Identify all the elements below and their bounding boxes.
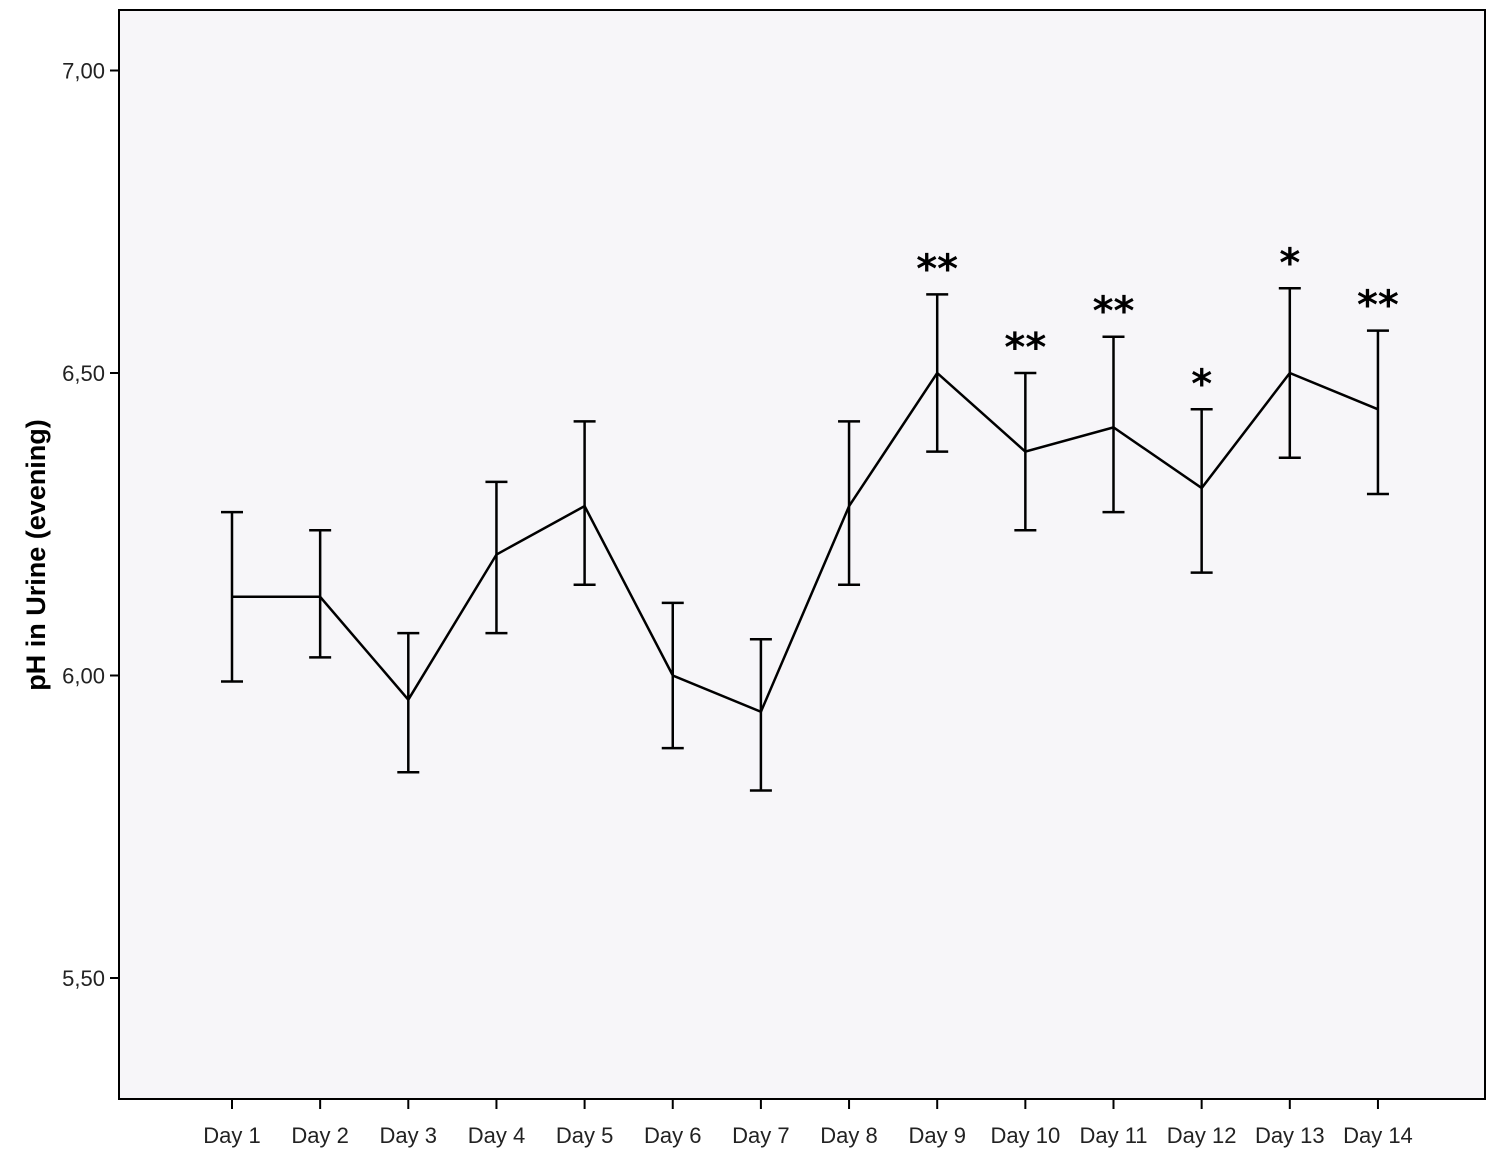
significance-marker: * xyxy=(1279,240,1300,286)
x-tick-label: Day 11 xyxy=(1079,1123,1147,1148)
x-tick-label: Day 7 xyxy=(732,1123,789,1148)
series-line xyxy=(232,371,1379,714)
x-axis: Day 1 Day 2 Day 3 Day 4 Day 5 Day 6 Day 7 Day 8… xyxy=(203,1099,1413,1148)
x-tick-label: Day 10 xyxy=(990,1123,1060,1148)
y-axis-label: pH in Urine (evening) xyxy=(21,419,51,691)
significance-marker: * xyxy=(1191,361,1212,407)
x-tick-label: Day 3 xyxy=(380,1123,437,1148)
y-tick-label: 7,00 xyxy=(62,59,105,84)
significance-annotations: ********** xyxy=(916,240,1399,407)
x-tick-label: Day 6 xyxy=(644,1123,701,1148)
significance-marker: ** xyxy=(1093,289,1135,335)
significance-marker: ** xyxy=(1357,283,1399,329)
y-tick-label: 6,50 xyxy=(62,361,105,386)
y-axis: 7,00 6,50 6,00 5,50 xyxy=(62,59,119,991)
x-tick-label: Day 12 xyxy=(1167,1123,1237,1148)
significance-marker: ** xyxy=(916,246,958,292)
x-tick-label: Day 14 xyxy=(1343,1123,1413,1148)
x-tick-label: Day 9 xyxy=(908,1123,965,1148)
x-tick-label: Day 13 xyxy=(1255,1123,1325,1148)
x-tick-label: Day 1 xyxy=(203,1123,260,1148)
x-tick-label: Day 8 xyxy=(820,1123,877,1148)
x-tick-label: Day 5 xyxy=(556,1123,613,1148)
y-tick-label: 5,50 xyxy=(62,966,105,991)
y-tick-label: 6,00 xyxy=(62,664,105,689)
significance-marker: ** xyxy=(1004,325,1046,371)
x-tick-label: Day 2 xyxy=(291,1123,348,1148)
plot-area xyxy=(118,9,1486,1100)
x-tick-label: Day 4 xyxy=(468,1123,525,1148)
